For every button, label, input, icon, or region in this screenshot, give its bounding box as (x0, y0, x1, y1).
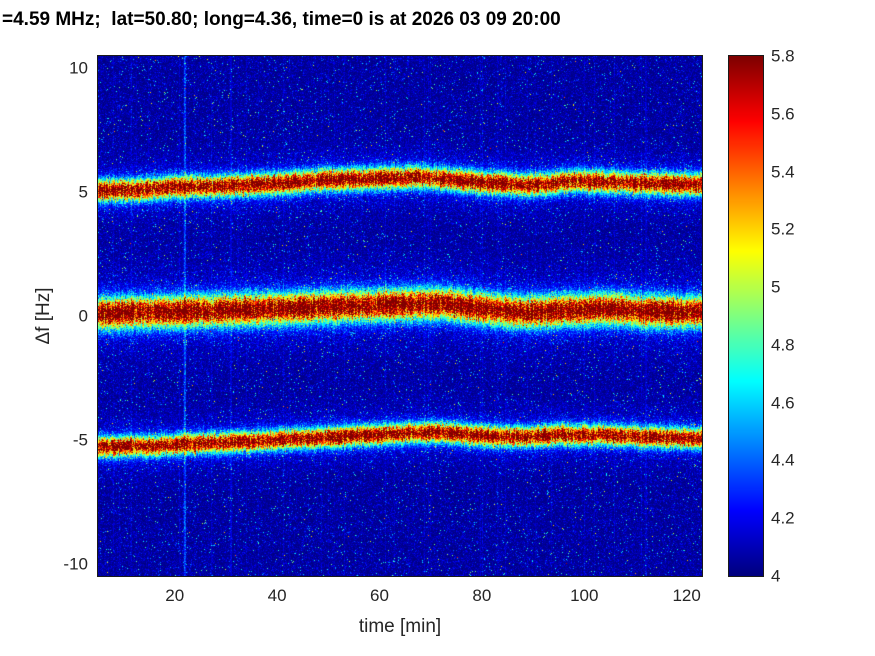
colorbar-tick-label: 4.6 (771, 393, 795, 413)
spectrogram-plot-area (97, 55, 703, 577)
x-tick-label: 120 (672, 586, 701, 605)
plot-title: =4.59 MHz; lat=50.80; long=4.36, time=0 … (2, 9, 561, 30)
colorbar-tick-label: 4 (771, 566, 781, 586)
spectrogram-canvas (98, 56, 702, 576)
colorbar-tick-label: 5.2 (771, 219, 795, 239)
x-tick-label: 100 (570, 586, 599, 605)
colorbar-tick-label: 4.4 (771, 450, 795, 470)
colorbar (728, 55, 764, 577)
y-tick-label: -5 (72, 430, 88, 450)
x-axis-label: time [min] (358, 616, 442, 637)
colorbar-tick-label: 5.4 (771, 162, 795, 182)
colorbar-tick-label: 5.6 (771, 104, 795, 124)
y-tick-label: 0 (78, 306, 88, 326)
y-tick-label: 5 (78, 182, 88, 202)
x-tick-label: 20 (165, 586, 185, 605)
x-tick-label: 60 (370, 586, 389, 605)
x-tick-label: 40 (267, 586, 287, 605)
colorbar-tick-label: 4.8 (771, 335, 795, 355)
y-tick-label: -10 (63, 554, 88, 574)
colorbar-tick-label: 5 (771, 277, 781, 297)
x-tick-label: 80 (472, 586, 492, 605)
colorbar-tick-label: 5.8 (771, 46, 795, 66)
y-tick-label: 10 (69, 58, 88, 78)
colorbar-tick-label: 4.2 (771, 508, 795, 528)
colorbar-gradient-canvas (729, 56, 763, 576)
